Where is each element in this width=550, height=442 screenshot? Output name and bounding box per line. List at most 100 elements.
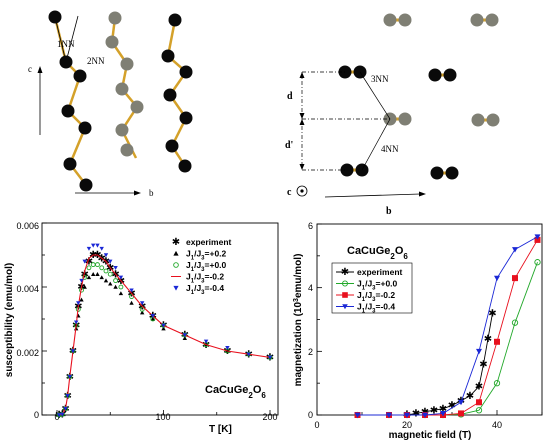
susc-series-4-point (65, 394, 70, 398)
mag-series-2-point (458, 410, 464, 417)
dimer-far-right-top (470, 13, 499, 27)
y-axis-label-left: susceptibility (emu/mol) (4, 263, 15, 377)
susc-series-4-point (99, 246, 104, 251)
susc-series-4-point (86, 246, 92, 251)
xtick-r-40: 40 (492, 420, 502, 430)
label-1nn: 1NN (57, 39, 75, 49)
ytick-0.006: 0.006 (16, 221, 39, 231)
mag-series-2-point (512, 275, 518, 282)
series-left: ✱✱✱✱✱✱✱✱✱✱✱✱✱✱✱✱✱✱✱✱✱✱✱✱✱✱✱ (55, 243, 274, 421)
mag-series-0-point: ✱ (412, 409, 420, 420)
legend-right-marker-2 (342, 292, 348, 298)
susc-series-0-point: ✱ (98, 253, 106, 264)
legend-right-label-1: J1/J3=+0.0 (357, 279, 398, 292)
xtick-200: 200 (262, 412, 277, 422)
compound-label-right: CaCuGe2O6 (347, 245, 408, 261)
susc-series-4-point (182, 333, 187, 338)
susc-series-1-point (150, 316, 156, 321)
mag-series-2-point (476, 399, 482, 406)
susc-series-4-point (63, 406, 68, 411)
susc-series-4-point (82, 259, 87, 264)
susc-series-4-point (246, 352, 251, 357)
chain-3-atoms (161, 13, 193, 173)
out-of-plane-icon (296, 185, 308, 197)
chain-structure-panel: 1NN 2NN c b (28, 10, 193, 198)
mag-series-3-point (386, 412, 392, 418)
susc-series-1-point (161, 326, 166, 331)
susc-series-1-point (129, 300, 134, 305)
susc-series-4-point (73, 320, 79, 325)
susc-series-4-point (79, 278, 84, 283)
label-d: d (287, 91, 293, 102)
susc-series-4-point (108, 259, 113, 264)
susc-series-2-point (99, 265, 105, 271)
mag-series-3-point (404, 412, 410, 418)
mag-series-3-point (354, 412, 361, 418)
mag-series-3-point (512, 247, 518, 253)
susc-series-4-point (113, 266, 118, 270)
susc-series-2-point (107, 271, 113, 277)
susc-series-4-point (95, 243, 100, 248)
b-axis-label: b (149, 188, 154, 198)
susc-series-4-point (203, 339, 209, 344)
dimer-right-bottom (430, 166, 459, 180)
susc-series-4-point (140, 301, 145, 306)
2nn-line (65, 15, 79, 63)
mag-series-3-point (422, 412, 428, 418)
susc-series-2-point (82, 274, 88, 280)
susc-series-2-point (118, 284, 124, 290)
dimer-top-right (383, 13, 412, 27)
magnetization-chart: 0 20 40 0 2 4 6 magnetic field (T) magne… (293, 221, 543, 441)
legend-right-label-0: experiment (357, 267, 403, 277)
mag-series-1-point (511, 319, 519, 326)
c-axis-arrowhead (37, 66, 43, 73)
dimer-3nn (338, 65, 367, 79)
susc-series-2-point (103, 268, 109, 274)
legend-left-label-1: J1/J3=+0.2 (186, 249, 227, 262)
ticks-left (42, 222, 271, 416)
mag-series-1-point (475, 407, 483, 414)
mag-series-3-point (458, 399, 464, 406)
susc-series-4-point (91, 243, 96, 248)
ticks-right (316, 223, 543, 416)
legend-left-label-3: J1/J3=-0.2 (186, 272, 224, 285)
guide-lines (301, 71, 390, 171)
legend-left-marker-1 (173, 250, 179, 256)
c-out-label: c (287, 187, 292, 198)
susc-series-3-line (59, 254, 271, 416)
dimer-far-right-mid (471, 113, 500, 127)
susc-series-4-point (60, 412, 65, 417)
xtick-0: 0 (54, 412, 59, 422)
mag-series-3-point (534, 234, 541, 240)
chain-2-atoms (105, 11, 144, 157)
mag-series-0-point: ✱ (488, 308, 496, 319)
susc-series-4-point (161, 323, 166, 328)
mag-series-2-point (494, 338, 500, 345)
label-4nn: 4NN (381, 144, 399, 154)
legend-right-label-2: J1/J3=-0.2 (357, 290, 395, 303)
label-2nn: 2NN (87, 56, 105, 66)
dimer-4nn (340, 163, 369, 177)
dimer-structure-panel: 3NN 4NN d d' c b (285, 13, 500, 217)
susc-series-0-point: ✱ (85, 257, 93, 268)
ytick-r-0: 0 (308, 410, 313, 420)
susc-series-4-point (225, 346, 230, 350)
legend-left-label-4: J1/J3=-0.4 (186, 283, 224, 296)
susc-series-1-point (99, 275, 104, 280)
mag-series-1-point (534, 259, 541, 266)
susc-series-2-point (95, 262, 100, 268)
3nn-line (359, 71, 391, 120)
susc-series-1-point (113, 284, 118, 289)
susc-series-2-point (113, 278, 119, 284)
susc-series-3 (59, 254, 271, 416)
mag-series-0-point: ✱ (479, 359, 487, 370)
susc-series-1-point (82, 284, 87, 289)
xtick-r-0: 0 (314, 420, 319, 430)
mag-series-3 (354, 234, 541, 418)
legend-left-marker-4 (173, 285, 179, 291)
xtick-r-20: 20 (402, 420, 412, 430)
dimer-right-mid (428, 68, 457, 82)
susc-series-4-point (129, 288, 134, 293)
mag-series-0-point: ✱ (448, 401, 456, 412)
susc-series-0-point: ✱ (93, 250, 101, 261)
